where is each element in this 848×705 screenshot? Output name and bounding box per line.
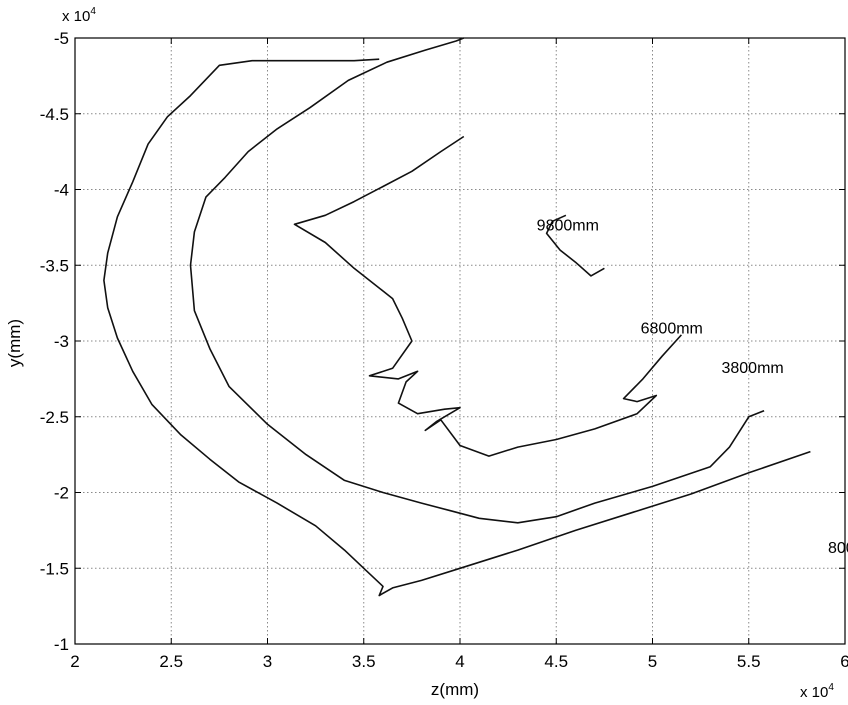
series-line-3800mm bbox=[189, 37, 765, 524]
x-tick-label: 4.5 bbox=[544, 652, 568, 671]
series-label-800mm: 800mm bbox=[828, 540, 848, 557]
y-tick-label: -3.5 bbox=[40, 256, 69, 275]
y-tick-label: -4 bbox=[54, 181, 69, 200]
y-tick-label: -3 bbox=[54, 332, 69, 351]
x-tick-label: 6 bbox=[840, 652, 848, 671]
x-tick-label: 3 bbox=[263, 652, 272, 671]
series-label-6800mm: 6800mm bbox=[641, 320, 703, 337]
grid-lines bbox=[75, 38, 845, 644]
x-tick-label: 2 bbox=[70, 652, 79, 671]
x-axis-label: z(mm) bbox=[431, 680, 479, 699]
y-tick-label: -2 bbox=[54, 484, 69, 503]
series-labels: 800mm 3800mm 6800mm 9800mm bbox=[537, 217, 848, 557]
x-tick-label: 2.5 bbox=[159, 652, 183, 671]
x-exponent: x 104 bbox=[800, 682, 834, 701]
series-line-6800mm bbox=[293, 135, 682, 457]
svg-text:x 104: x 104 bbox=[800, 682, 834, 701]
y-tick-label: -2.5 bbox=[40, 408, 69, 427]
series-line-9800mm bbox=[545, 214, 605, 277]
svg-text:x 104: x 104 bbox=[62, 6, 96, 25]
y-exponent: x 104 bbox=[62, 6, 96, 25]
x-tick-label: 5.5 bbox=[737, 652, 761, 671]
x-tick-label: 3.5 bbox=[352, 652, 376, 671]
y-axis-label: y(mm) bbox=[5, 319, 24, 367]
series-label-3800mm: 3800mm bbox=[721, 360, 783, 377]
y-tick-label: -4.5 bbox=[40, 105, 69, 124]
data-series bbox=[103, 37, 811, 597]
y-tick-label: -5 bbox=[54, 29, 69, 48]
series-label-9800mm: 9800mm bbox=[537, 217, 599, 234]
y-tick-label: -1.5 bbox=[40, 559, 69, 578]
series-line-800mm bbox=[103, 58, 811, 597]
x-tick-label: 5 bbox=[648, 652, 657, 671]
y-tick-label: -1 bbox=[54, 635, 69, 654]
x-tick-label: 4 bbox=[455, 652, 464, 671]
axis-ticks: 2 2.5 3 3.5 4 4.5 5 5.5 6 -1 -1.5 -2 -2.5 -3 -3.5 -4 -4.… bbox=[40, 29, 848, 671]
